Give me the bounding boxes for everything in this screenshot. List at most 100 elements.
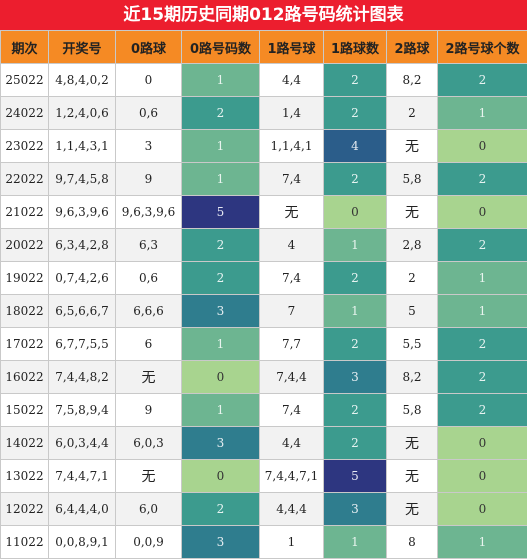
route2-count-cell: 0 xyxy=(438,130,527,163)
route2-count-cell: 1 xyxy=(438,97,527,130)
route0-balls-cell: 9,6,3,9,6 xyxy=(116,196,182,229)
period-cell: 24022 xyxy=(1,97,49,130)
period-cell: 23022 xyxy=(1,130,49,163)
route0-balls-cell: 无 xyxy=(116,460,182,493)
route0-count-cell: 1 xyxy=(182,163,260,196)
route2-count-cell: 0 xyxy=(438,493,527,526)
period-cell: 13022 xyxy=(1,460,49,493)
route0-count-cell: 0 xyxy=(182,460,260,493)
draw-cell: 7,4,4,8,2 xyxy=(49,361,116,394)
route0-count-cell: 2 xyxy=(182,493,260,526)
draw-cell: 4,8,4,0,2 xyxy=(49,64,116,97)
route2-count-cell: 1 xyxy=(438,526,527,559)
route0-balls-cell: 6,0 xyxy=(116,493,182,526)
route1-balls-cell: 7,4,4,7,1 xyxy=(260,460,324,493)
route2-balls-cell: 8 xyxy=(387,526,438,559)
route0-count-cell: 0 xyxy=(182,361,260,394)
period-cell: 17022 xyxy=(1,328,49,361)
route2-count-cell: 2 xyxy=(438,394,527,427)
route1-balls-cell: 无 xyxy=(260,196,324,229)
period-cell: 20022 xyxy=(1,229,49,262)
route2-count-cell: 1 xyxy=(438,295,527,328)
draw-cell: 1,2,4,0,6 xyxy=(49,97,116,130)
route1-count-cell: 2 xyxy=(324,328,387,361)
route1-count-cell: 2 xyxy=(324,163,387,196)
route1-count-cell: 2 xyxy=(324,394,387,427)
col-header-period: 期次 xyxy=(1,31,49,64)
period-cell: 14022 xyxy=(1,427,49,460)
route2-balls-cell: 5,8 xyxy=(387,394,438,427)
route1-count-cell: 2 xyxy=(324,262,387,295)
route0-balls-cell: 0,0,9 xyxy=(116,526,182,559)
route2-balls-cell: 无 xyxy=(387,130,438,163)
route1-balls-cell: 4,4 xyxy=(260,64,324,97)
route2-count-cell: 1 xyxy=(438,262,527,295)
col-header-route0-balls: 0路球 xyxy=(116,31,182,64)
route1-count-cell: 1 xyxy=(324,295,387,328)
period-cell: 19022 xyxy=(1,262,49,295)
col-header-route1-count: 1路球数 xyxy=(324,31,387,64)
route2-balls-cell: 无 xyxy=(387,427,438,460)
route1-balls-cell: 4,4,4 xyxy=(260,493,324,526)
route0-count-cell: 2 xyxy=(182,229,260,262)
route1-balls-cell: 7,4,4 xyxy=(260,361,324,394)
draw-cell: 6,5,6,6,7 xyxy=(49,295,116,328)
route0-count-cell: 2 xyxy=(182,262,260,295)
route0-count-cell: 3 xyxy=(182,295,260,328)
route1-balls-cell: 4,4 xyxy=(260,427,324,460)
route1-balls-cell: 1,1,4,1 xyxy=(260,130,324,163)
stats-table: 期次 开奖号 0路球 0路号码数 1路号球 1路球数 2路球 2路号球个数 25… xyxy=(0,30,527,559)
route1-count-cell: 1 xyxy=(324,526,387,559)
route0-balls-cell: 9 xyxy=(116,163,182,196)
col-header-route0-count: 0路号码数 xyxy=(182,31,260,64)
route0-balls-cell: 0,6 xyxy=(116,262,182,295)
route0-balls-cell: 6,3 xyxy=(116,229,182,262)
route2-balls-cell: 2 xyxy=(387,97,438,130)
header-row: 期次 开奖号 0路球 0路号码数 1路号球 1路球数 2路球 2路号球个数 xyxy=(1,31,527,64)
route2-count-cell: 2 xyxy=(438,163,527,196)
route0-count-cell: 3 xyxy=(182,427,260,460)
period-cell: 25022 xyxy=(1,64,49,97)
route2-count-cell: 0 xyxy=(438,460,527,493)
period-cell: 15022 xyxy=(1,394,49,427)
route1-count-cell: 2 xyxy=(324,97,387,130)
route0-balls-cell: 3 xyxy=(116,130,182,163)
period-cell: 12022 xyxy=(1,493,49,526)
draw-cell: 6,3,4,2,8 xyxy=(49,229,116,262)
route2-balls-cell: 5,5 xyxy=(387,328,438,361)
route1-balls-cell: 4 xyxy=(260,229,324,262)
route1-count-cell: 2 xyxy=(324,64,387,97)
route0-count-cell: 1 xyxy=(182,394,260,427)
period-cell: 22022 xyxy=(1,163,49,196)
route1-count-cell: 3 xyxy=(324,361,387,394)
route1-count-cell: 2 xyxy=(324,427,387,460)
route1-count-cell: 5 xyxy=(324,460,387,493)
draw-cell: 0,7,4,2,6 xyxy=(49,262,116,295)
route0-count-cell: 3 xyxy=(182,526,260,559)
draw-cell: 9,6,3,9,6 xyxy=(49,196,116,229)
route2-count-cell: 0 xyxy=(438,196,527,229)
route0-balls-cell: 6,0,3 xyxy=(116,427,182,460)
route2-balls-cell: 无 xyxy=(387,460,438,493)
draw-cell: 7,5,8,9,4 xyxy=(49,394,116,427)
draw-cell: 9,7,4,5,8 xyxy=(49,163,116,196)
route0-count-cell: 1 xyxy=(182,64,260,97)
route2-count-cell: 2 xyxy=(438,361,527,394)
route2-balls-cell: 8,2 xyxy=(387,64,438,97)
col-header-route2-balls: 2路球 xyxy=(387,31,438,64)
route0-count-cell: 5 xyxy=(182,196,260,229)
route0-balls-cell: 6 xyxy=(116,328,182,361)
route1-balls-cell: 7,4 xyxy=(260,394,324,427)
route1-count-cell: 1 xyxy=(324,229,387,262)
route0-balls-cell: 9 xyxy=(116,394,182,427)
route2-balls-cell: 2 xyxy=(387,262,438,295)
